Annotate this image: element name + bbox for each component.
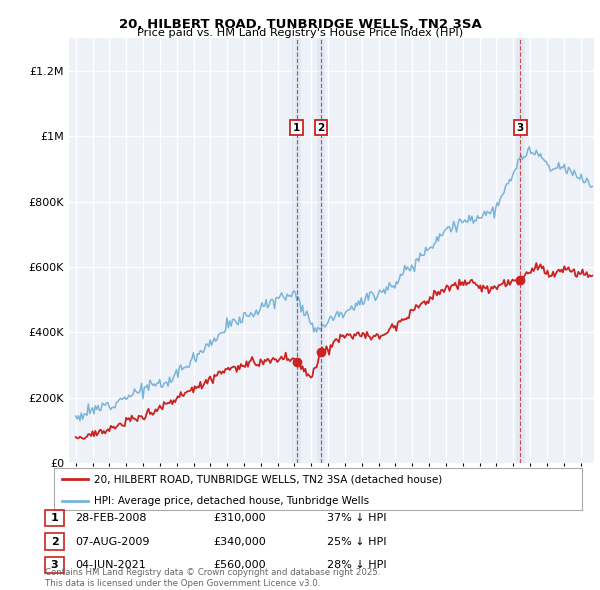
Text: Contains HM Land Registry data © Crown copyright and database right 2025.
This d: Contains HM Land Registry data © Crown c… xyxy=(45,568,380,588)
Text: 04-JUN-2021: 04-JUN-2021 xyxy=(75,560,146,570)
Text: HPI: Average price, detached house, Tunbridge Wells: HPI: Average price, detached house, Tunb… xyxy=(94,496,369,506)
Text: 2: 2 xyxy=(317,123,325,133)
Text: £310,000: £310,000 xyxy=(213,513,266,523)
Text: 20, HILBERT ROAD, TUNBRIDGE WELLS, TN2 3SA (detached house): 20, HILBERT ROAD, TUNBRIDGE WELLS, TN2 3… xyxy=(94,474,442,484)
Bar xyxy=(292,38,301,463)
Text: £340,000: £340,000 xyxy=(213,537,266,546)
Text: 25% ↓ HPI: 25% ↓ HPI xyxy=(327,537,386,546)
Text: 1: 1 xyxy=(51,513,58,523)
Bar xyxy=(317,38,325,463)
Bar xyxy=(516,38,524,463)
Text: Price paid vs. HM Land Registry's House Price Index (HPI): Price paid vs. HM Land Registry's House … xyxy=(137,28,463,38)
Text: 28-FEB-2008: 28-FEB-2008 xyxy=(75,513,146,523)
Text: 1: 1 xyxy=(293,123,300,133)
Text: 07-AUG-2009: 07-AUG-2009 xyxy=(75,537,149,546)
Text: 28% ↓ HPI: 28% ↓ HPI xyxy=(327,560,386,570)
Text: 37% ↓ HPI: 37% ↓ HPI xyxy=(327,513,386,523)
Text: £560,000: £560,000 xyxy=(213,560,266,570)
Text: 2: 2 xyxy=(51,537,58,546)
Text: 20, HILBERT ROAD, TUNBRIDGE WELLS, TN2 3SA: 20, HILBERT ROAD, TUNBRIDGE WELLS, TN2 3… xyxy=(119,18,481,31)
Text: 3: 3 xyxy=(517,123,524,133)
Text: 3: 3 xyxy=(51,560,58,570)
